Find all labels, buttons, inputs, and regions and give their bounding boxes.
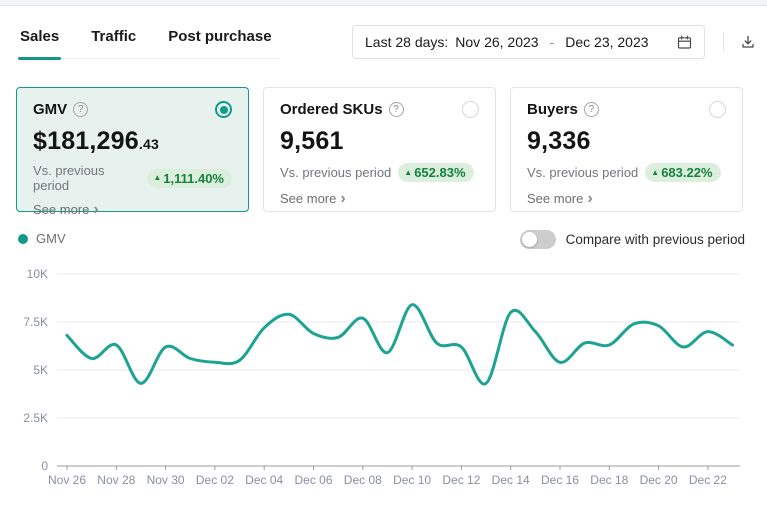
svg-text:Dec 16: Dec 16 — [541, 473, 579, 487]
ordered-skus-card-title: Ordered SKUs — [280, 101, 383, 118]
legend-dot-icon — [18, 233, 28, 244]
svg-text:7.5K: 7.5K — [23, 315, 48, 329]
svg-text:Dec 08: Dec 08 — [344, 473, 382, 487]
tab-sales[interactable]: Sales — [18, 24, 62, 60]
ordered-skus-radio[interactable] — [462, 101, 479, 118]
svg-text:Dec 20: Dec 20 — [640, 473, 678, 487]
buyers-radio[interactable] — [709, 101, 726, 118]
svg-text:Dec 22: Dec 22 — [689, 473, 727, 487]
ordered-skus-see-more-link[interactable]: See more › — [280, 190, 346, 207]
svg-text:Dec 18: Dec 18 — [590, 473, 628, 487]
up-arrow-icon: ▲ — [651, 167, 660, 177]
compare-toggle[interactable] — [519, 230, 556, 249]
buyers-help-icon[interactable]: ? — [583, 102, 599, 117]
svg-text:Dec 02: Dec 02 — [196, 473, 234, 487]
up-arrow-icon: ▲ — [153, 173, 162, 182]
svg-text:2.5K: 2.5K — [23, 411, 48, 425]
up-arrow-icon: ▲ — [404, 167, 413, 177]
buyers-card-title: Buyers — [527, 101, 578, 118]
ordered-skus-change-badge: ▲ 652.83% — [398, 163, 474, 182]
metric-card-ordered-skus[interactable]: Ordered SKUs ? 9,561 Vs. previous period… — [263, 87, 496, 212]
chevron-right-icon: › — [340, 190, 346, 207]
date-range-start: Nov 26, 2023 — [455, 34, 539, 50]
metric-card-buyers[interactable]: Buyers ? 9,336 Vs. previous period ▲ 683.… — [510, 87, 743, 212]
date-range-end: Dec 23, 2023 — [565, 34, 649, 50]
buyers-change-badge: ▲ 683.22% — [645, 163, 721, 182]
chevron-right-icon: › — [93, 201, 99, 218]
gmv-value-decimal: .43 — [138, 136, 159, 152]
svg-text:Nov 30: Nov 30 — [147, 473, 185, 487]
svg-text:10K: 10K — [27, 267, 48, 281]
chevron-right-icon: › — [587, 190, 593, 207]
gmv-help-icon[interactable]: ? — [73, 102, 89, 117]
compare-toggle-label: Compare with previous period — [565, 232, 745, 247]
date-range-button[interactable]: Last 28 days: Nov 26, 2023 - Dec 23, 202… — [352, 25, 705, 59]
ordered-skus-compare-label: Vs. previous period — [280, 165, 392, 180]
chart-area: 0 2.5K 5K 7.5K 10K Nov 26 Nov 28 Nov 30 Dec 02 De… — [0, 258, 767, 504]
compare-toggle-row: Compare with previous period — [519, 230, 745, 249]
metric-card-gmv[interactable]: GMV ? $181,296.43 Vs. previous period ▲ 1… — [16, 87, 249, 218]
metric-cards: GMV ? $181,296.43 Vs. previous period ▲ 1… — [16, 87, 743, 218]
tab-post-purchase[interactable]: Post purchase — [168, 28, 272, 45]
gmv-radio[interactable] — [215, 101, 232, 118]
window-top-strip — [0, 0, 767, 6]
toggle-knob-icon — [521, 232, 537, 247]
svg-text:Nov 26: Nov 26 — [48, 473, 86, 487]
gmv-trend-chart[interactable]: 0 2.5K 5K 7.5K 10K Nov 26 Nov 28 Nov 30 Dec 02 De… — [0, 258, 767, 504]
buyers-compare-label: Vs. previous period — [527, 165, 639, 180]
download-button[interactable] — [736, 31, 760, 55]
gmv-see-more-link[interactable]: See more › — [33, 201, 99, 218]
svg-text:Dec 12: Dec 12 — [442, 473, 480, 487]
svg-text:Dec 14: Dec 14 — [492, 473, 530, 487]
gmv-value: $181,296.43 — [33, 127, 159, 155]
legend-item-gmv[interactable]: GMV — [18, 231, 66, 246]
toolbar-divider — [723, 33, 724, 51]
gmv-change-badge: ▲ 1,111.40% — [147, 168, 232, 188]
gmv-card-title: GMV — [33, 101, 68, 118]
svg-text:Dec 10: Dec 10 — [393, 473, 431, 487]
ordered-skus-help-icon[interactable]: ? — [388, 102, 404, 117]
date-range-prefix: Last 28 days: — [365, 34, 449, 50]
svg-text:5K: 5K — [33, 363, 48, 377]
date-range-separator: - — [549, 34, 555, 50]
download-icon — [740, 34, 756, 53]
tab-traffic[interactable]: Traffic — [91, 28, 137, 45]
gmv-compare-label: Vs. previous period — [33, 163, 105, 193]
metric-tabs: Sales Traffic Post purchase — [18, 24, 278, 60]
ordered-skus-value: 9,561 — [280, 127, 344, 155]
legend-label: GMV — [36, 231, 66, 246]
svg-text:Nov 28: Nov 28 — [97, 473, 135, 487]
svg-text:Dec 06: Dec 06 — [294, 473, 332, 487]
calendar-icon — [677, 35, 692, 50]
buyers-see-more-link[interactable]: See more › — [527, 190, 593, 207]
svg-text:0: 0 — [41, 459, 48, 473]
svg-text:Dec 04: Dec 04 — [245, 473, 283, 487]
buyers-value: 9,336 — [527, 127, 591, 155]
